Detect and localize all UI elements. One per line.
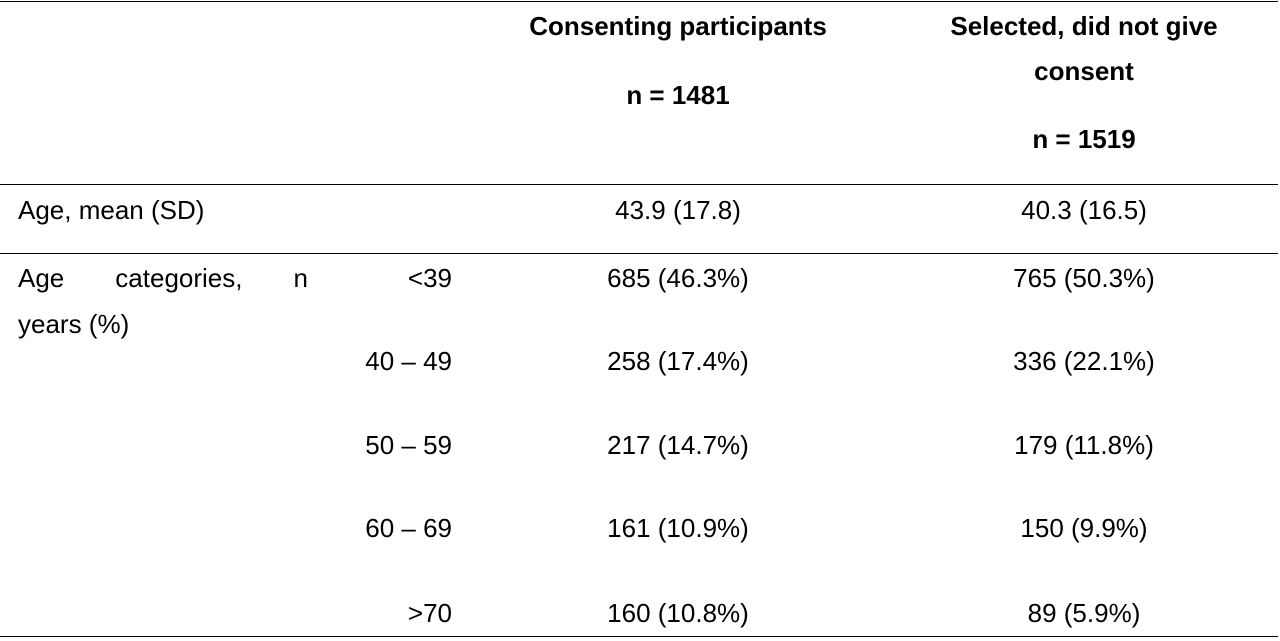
age-mean-bottom-rule (0, 253, 1278, 254)
col1-cell: 161 (10.9%) (607, 513, 749, 543)
table-top-rule (0, 1, 1278, 2)
age-range-cell: 60 – 69 (365, 513, 452, 543)
col2-header-title-line2: consent (1034, 56, 1134, 86)
col1-cell: 685 (46.3%) (607, 263, 749, 293)
col2-cell: 765 (50.3%) (1013, 263, 1155, 293)
col2-header-title-line1: Selected, did not give (950, 11, 1218, 41)
col2-cell: 336 (22.1%) (1013, 346, 1155, 376)
age-range-cell: 50 – 59 (365, 430, 452, 460)
age-mean-col1: 43.9 (17.8) (615, 195, 741, 225)
age-categories-label-line2: years (%) (18, 309, 130, 339)
col2-cell: 89 (5.9%) (1027, 598, 1141, 628)
age-range-cell: <39 (407, 263, 452, 293)
age-mean-col2: 40.3 (16.5) (1021, 195, 1147, 225)
col1-cell: 160 (10.8%) (607, 598, 749, 628)
age-range-cell: 40 – 49 (365, 346, 452, 376)
age-range-cell: >70 (407, 598, 452, 628)
col1-header-n: n = 1481 (626, 80, 730, 110)
col2-header-n: n = 1519 (1032, 124, 1136, 154)
col1-header-title: Consenting participants (529, 11, 827, 41)
col1-cell: 258 (17.4%) (607, 346, 749, 376)
header-bottom-rule (0, 184, 1278, 185)
col2-cell: 179 (11.8%) (1014, 430, 1154, 460)
col2-cell: 150 (9.9%) (1020, 513, 1148, 543)
table-bottom-rule (0, 636, 1278, 637)
col1-cell: 217 (14.7%) (607, 430, 749, 460)
age-categories-label-line1: Age categories, n (18, 263, 308, 293)
age-mean-label: Age, mean (SD) (18, 195, 205, 225)
